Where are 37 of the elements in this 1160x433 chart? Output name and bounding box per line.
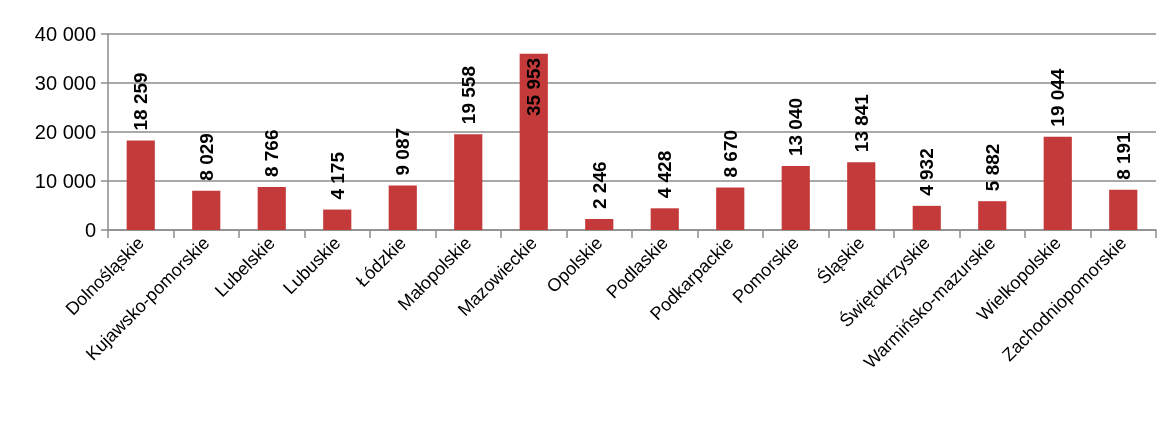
data-label: 4 428 xyxy=(654,150,676,199)
bar xyxy=(847,162,876,230)
bar xyxy=(978,201,1007,230)
data-label: 4 175 xyxy=(326,151,348,200)
bar xyxy=(192,190,221,230)
bar xyxy=(323,209,352,230)
data-label: 2 246 xyxy=(588,161,610,209)
bar xyxy=(388,185,417,230)
bar xyxy=(781,166,810,230)
bar xyxy=(650,208,679,230)
data-label: 8 670 xyxy=(719,129,741,178)
data-label: 9 087 xyxy=(392,127,414,176)
y-tick-label: 30 000 xyxy=(34,72,96,94)
data-label: 18 259 xyxy=(130,72,152,131)
data-label: 8 191 xyxy=(1112,131,1134,180)
data-label: 19 044 xyxy=(1047,68,1069,127)
bar xyxy=(716,187,745,230)
bar xyxy=(912,205,941,230)
data-label: 13 841 xyxy=(850,93,872,153)
bar xyxy=(1043,136,1072,230)
data-label: 35 953 xyxy=(523,57,545,116)
bar xyxy=(585,218,614,230)
bar xyxy=(126,140,155,230)
bar xyxy=(257,187,286,230)
y-tick-label: 40 000 xyxy=(34,23,96,45)
data-label: 5 882 xyxy=(981,143,1003,192)
y-tick-label: 0 xyxy=(84,219,96,241)
y-tick-label: 10 000 xyxy=(34,170,96,192)
data-label: 13 040 xyxy=(785,97,807,157)
data-label: 8 029 xyxy=(195,133,217,181)
bar xyxy=(454,134,483,230)
bar xyxy=(1109,189,1138,230)
data-label: 4 932 xyxy=(916,148,938,196)
y-tick-label: 20 000 xyxy=(34,121,96,143)
bar xyxy=(519,53,548,230)
data-label: 8 766 xyxy=(261,129,283,178)
data-label: 19 558 xyxy=(457,66,479,125)
